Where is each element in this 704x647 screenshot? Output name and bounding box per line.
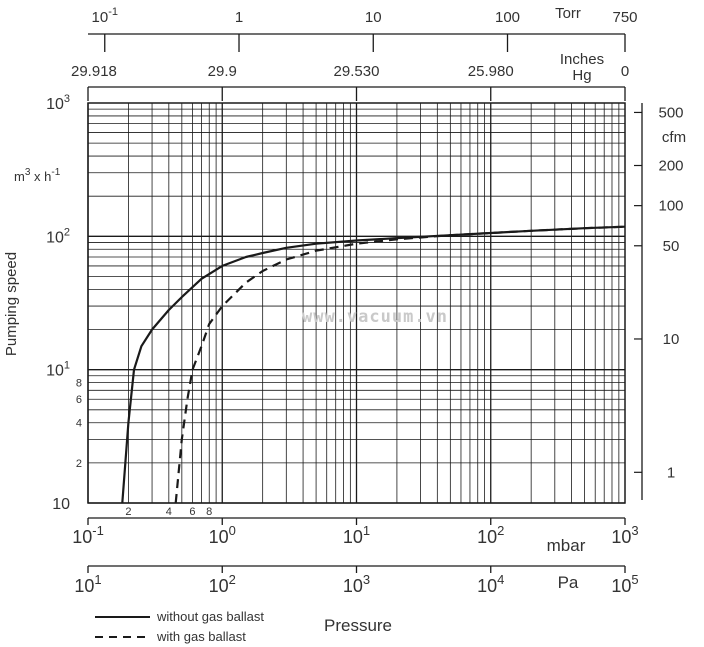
pa-tick-label-base: 10 <box>477 576 497 596</box>
cfm-tick-label: 10 <box>663 331 680 348</box>
x-minor-tick-label: 4 <box>166 506 172 518</box>
mbar-tick-label-base: 10 <box>209 527 229 547</box>
x-minor-tick-label: 8 <box>206 506 212 518</box>
inhg-tick-label: 29.918 <box>71 63 117 80</box>
torr-tick-label: 10 <box>365 9 382 26</box>
y-tick-label-base: 10 <box>46 96 64 113</box>
mbar-tick-label-exponent: 3 <box>631 523 638 538</box>
mbar-tick-label-base: 10 <box>343 527 363 547</box>
pa-tick-label-exponent: 3 <box>363 572 370 587</box>
mbar-tick-label-exponent: 0 <box>229 523 236 538</box>
y-tick-label: 101 <box>46 360 70 380</box>
torr-unit-label: Torr <box>555 5 581 22</box>
y-tick-label-base: 10 <box>52 496 70 513</box>
torr-tick-label-base: 100 <box>495 9 520 26</box>
legend: without gas ballast with gas ballast <box>95 609 264 644</box>
torr-tick-label: 1 <box>235 9 243 26</box>
cfm-unit-label: cfm <box>662 129 686 146</box>
inhg-unit-label-line1: Inches <box>560 51 604 68</box>
pa-tick-label: 104 <box>477 572 504 596</box>
pa-tick-label-exponent: 1 <box>94 572 101 587</box>
mbar-tick-label-exponent: -1 <box>92 523 104 538</box>
inhg-tick-label: 25.980 <box>468 63 514 80</box>
legend-label-dashed: with gas ballast <box>156 629 246 644</box>
y-minor-tick-label: 2 <box>76 458 82 470</box>
pa-tick-label-exponent: 5 <box>631 572 638 587</box>
y-tick-label-exponent: 1 <box>64 360 70 372</box>
cfm-tick-label: 1 <box>667 464 675 481</box>
mbar-tick-label-base: 10 <box>477 527 497 547</box>
axes <box>87 33 643 573</box>
torr-tick-label: 100 <box>495 9 520 26</box>
mbar-tick-label-exponent: 1 <box>363 523 370 538</box>
pa-unit-label: Pa <box>558 573 579 592</box>
y-minor-tick-label: 8 <box>76 378 82 390</box>
y-tick-label-exponent: 3 <box>64 93 70 105</box>
torr-tick-label-base: 750 <box>612 9 637 26</box>
pa-tick-label: 105 <box>611 572 638 596</box>
y-axis-label: Pumping speed <box>3 252 20 356</box>
inhg-tick-label: 29.9 <box>208 63 237 80</box>
mbar-tick-label: 10-1 <box>72 523 104 547</box>
cfm-tick-label: 200 <box>658 158 683 175</box>
inhg-tick-label: 29.530 <box>334 63 380 80</box>
pa-tick-label-base: 10 <box>74 576 94 596</box>
y-tick-label: 10 <box>52 496 70 513</box>
x-axis-label: Pressure <box>324 616 392 635</box>
torr-tick-label-base: 10 <box>365 9 382 26</box>
y-minor-tick-label: 4 <box>76 418 82 430</box>
series-line-with-gas-ballast <box>174 225 626 504</box>
pa-tick-label-base: 10 <box>209 576 229 596</box>
cfm-tick-label: 500 <box>658 104 683 121</box>
torr-tick-label: 750 <box>612 9 637 26</box>
y-tick-label-base: 10 <box>46 229 64 246</box>
inhg-tick-label: 0 <box>621 63 629 80</box>
x-minor-tick-label: 2 <box>125 506 131 518</box>
x-minor-tick-label: 6 <box>189 506 195 518</box>
pa-tick-label: 103 <box>343 572 370 596</box>
mbar-tick-label: 101 <box>343 523 370 547</box>
watermark: www.vacuum.vn <box>302 307 448 327</box>
torr-tick-label-exponent: -1 <box>108 6 118 18</box>
y-unit-label: m3 x h-1 <box>14 167 61 184</box>
y-tick-label: 102 <box>46 226 70 246</box>
pa-tick-label: 101 <box>74 572 101 596</box>
pa-tick-label-exponent: 4 <box>497 572 504 587</box>
mbar-tick-label: 103 <box>611 523 638 547</box>
mbar-tick-label-exponent: 2 <box>497 523 504 538</box>
pa-tick-label-base: 10 <box>343 576 363 596</box>
mbar-unit-label: mbar <box>547 536 586 555</box>
pa-tick-label-base: 10 <box>611 576 631 596</box>
grid <box>87 103 625 504</box>
torr-tick-label-base: 10 <box>92 9 109 26</box>
mbar-tick-label: 100 <box>209 523 236 547</box>
series-line-without-gas-ballast <box>121 225 626 504</box>
y-tick-label-base: 10 <box>46 363 64 380</box>
series <box>121 225 626 504</box>
pa-tick-label-exponent: 2 <box>229 572 236 587</box>
inhg-unit-label-line2: Hg <box>572 67 591 84</box>
plot-frame <box>87 102 626 504</box>
mbar-tick-label: 102 <box>477 523 504 547</box>
cfm-tick-label: 50 <box>663 238 680 255</box>
y-tick-label-exponent: 2 <box>64 226 70 238</box>
cfm-tick-label: 100 <box>658 198 683 215</box>
torr-tick-label-base: 1 <box>235 9 243 26</box>
mbar-tick-label-base: 10 <box>72 527 92 547</box>
y-tick-label: 103 <box>46 93 70 113</box>
pa-tick-label: 102 <box>209 572 236 596</box>
torr-tick-label: 10-1 <box>92 6 118 26</box>
legend-label-solid: without gas ballast <box>156 609 264 624</box>
mbar-tick-label-base: 10 <box>611 527 631 547</box>
y-minor-tick-label: 6 <box>76 394 82 406</box>
